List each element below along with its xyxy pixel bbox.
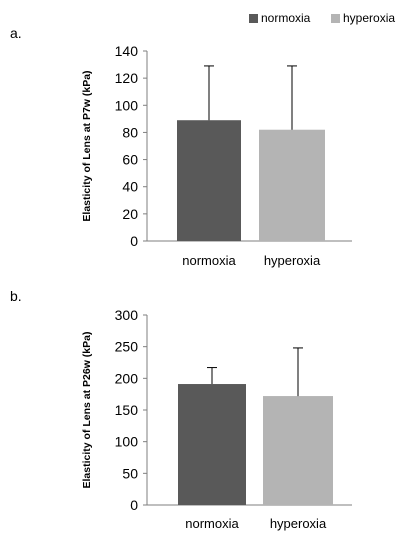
y-tick-label: 100 (115, 434, 139, 450)
y-tick-label: 120 (115, 70, 139, 86)
y-tick-label: 300 (115, 307, 139, 323)
bar-hyperoxia (259, 129, 325, 241)
y-tick-label: 50 (122, 465, 138, 481)
y-tick-label: 80 (122, 124, 138, 140)
panel-label: a. (10, 25, 22, 41)
y-tick-label: 0 (130, 497, 138, 513)
x-tick-label-hyperoxia: hyperoxia (270, 516, 327, 531)
bar-normoxia (178, 384, 246, 505)
y-tick-label: 0 (130, 233, 138, 249)
y-tick-label: 100 (115, 97, 139, 113)
chart-panel-a: a. 0 20 40 60 80 100 120 140 Elasticity of Lens a… (10, 25, 352, 268)
legend-swatch-normoxia (249, 14, 258, 23)
panel-label: b. (10, 288, 22, 304)
bar-normoxia (177, 120, 241, 241)
y-tick-label: 140 (115, 43, 139, 59)
y-tick-label: 150 (115, 402, 139, 418)
y-tick-label: 60 (122, 152, 138, 168)
x-tick-label-normoxia: normoxia (182, 253, 236, 268)
legend-label-hyperoxia: hyperoxia (343, 11, 395, 25)
legend-label-normoxia: normoxia (261, 11, 311, 25)
y-axis-title: Elasticity of Lens at P26w (kPa) (81, 332, 93, 489)
x-tick-label-hyperoxia: hyperoxia (264, 253, 321, 268)
bar-hyperoxia (263, 396, 333, 505)
x-tick-label-normoxia: normoxia (185, 516, 239, 531)
y-axis-title: Elasticity of Lens at P7w (kPa) (81, 70, 93, 221)
legend: normoxia hyperoxia (249, 11, 395, 25)
y-tick-label: 40 (122, 179, 138, 195)
legend-swatch-hyperoxia (331, 14, 340, 23)
y-tick-label: 20 (122, 206, 138, 222)
y-tick-label: 250 (115, 339, 139, 355)
y-tick-label: 200 (115, 370, 139, 386)
chart-panel-b: b. 0 50 100 150 200 250 300 Elasticity of Lens a… (10, 288, 352, 531)
